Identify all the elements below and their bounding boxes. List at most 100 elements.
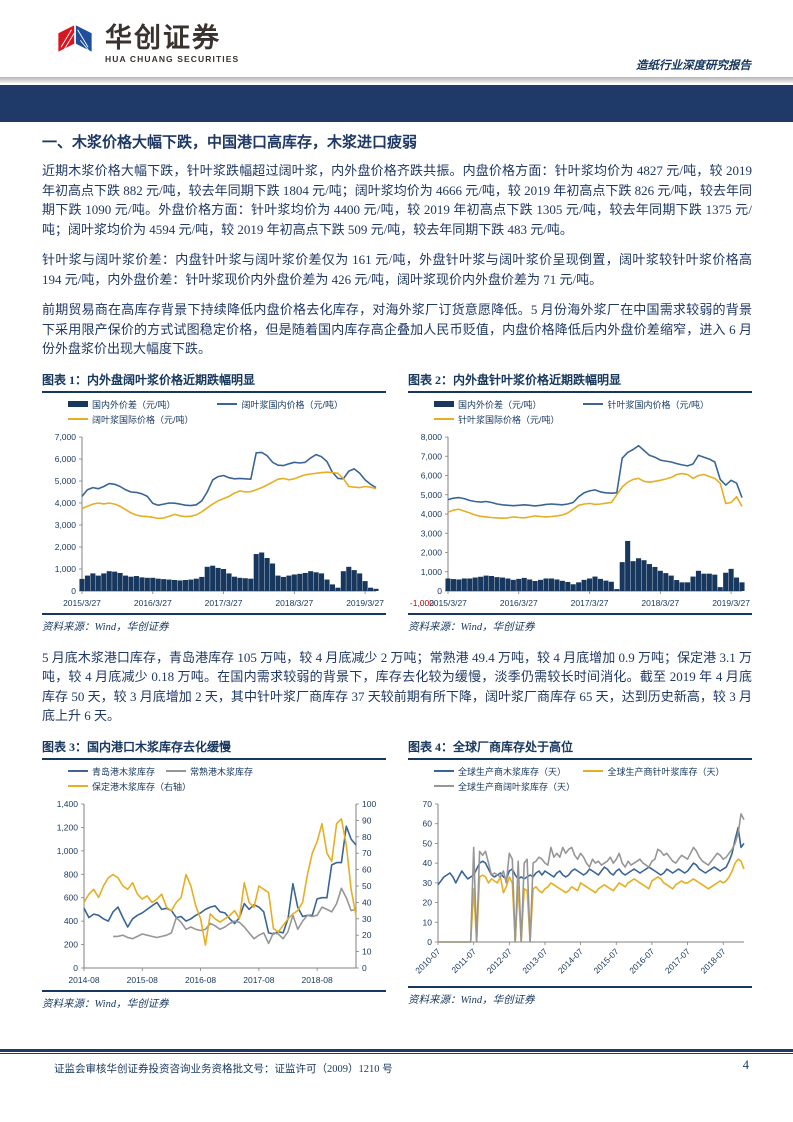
legend-label: 阔叶浆国内价格（元/吨） [241, 399, 343, 410]
svg-text:2016-07: 2016-07 [627, 946, 656, 975]
header-divider [0, 77, 793, 83]
svg-text:5,000: 5,000 [55, 476, 77, 486]
svg-text:50: 50 [362, 881, 372, 891]
report-body: 一、木浆价格大幅下跌，中国港口高库存，木浆进口疲弱 近期木浆价格大幅下跌，针叶浆… [42, 131, 752, 1017]
figure-2-legend: 国内外价差（元/吨） 针叶浆国内价格（元/吨） 针叶浆国际价格（元/吨） [408, 393, 752, 429]
footer-filing-number: 证监会审核华创证券投资咨询业务资格批文号：证监许可（2009）1210 号 [54, 1064, 393, 1075]
legend-item: 全球生产商阔叶浆库存（天） [434, 780, 583, 793]
svg-text:2012-07: 2012-07 [485, 946, 514, 975]
svg-text:2017/3/27: 2017/3/27 [571, 598, 609, 608]
svg-text:3,000: 3,000 [421, 528, 443, 538]
figure-3-source: 资料来源：Wind，华创证券 [42, 989, 386, 1011]
figure-3-chart: 0 200 400 600 800 1,000 1,200 1,400 0 10 20 30 40 50 6… [57, 799, 377, 985]
svg-text:7,000: 7,000 [55, 432, 77, 442]
legend-item: 国内外价差（元/吨） [68, 398, 217, 411]
svg-text:2018/3/27: 2018/3/27 [275, 598, 313, 608]
legend-label: 全球生产商木浆库存（天） [458, 766, 567, 777]
svg-text:2011-07: 2011-07 [449, 946, 478, 975]
svg-text:4,000: 4,000 [55, 498, 77, 508]
legend-item: 阔叶浆国内价格（元/吨） [217, 398, 366, 411]
legend-item: 阔叶浆国际价格（元/吨） [68, 413, 217, 426]
paragraph-price-drop: 近期木浆价格大幅下跌，针叶浆跌幅超过阔叶浆，内外盘价格齐跌共振。内盘价格方面：针… [42, 163, 752, 237]
svg-text:80: 80 [362, 831, 372, 841]
svg-text:1,000: 1,000 [57, 845, 79, 855]
figure-row-1: 图表 1：内外盘阔叶浆价格近期跌幅明显 国内外价差（元/吨） 阔叶浆国内价格（元/… [42, 371, 752, 634]
figure-3-legend: 青岛港木浆库存 常熟港木浆库存 保定港木浆库存（右轴） [42, 760, 386, 796]
svg-text:2015/3/27: 2015/3/27 [429, 598, 467, 608]
svg-text:3,000: 3,000 [55, 520, 77, 530]
navy-banner [0, 85, 793, 122]
svg-text:2010-07: 2010-07 [413, 946, 442, 975]
svg-text:2018-08: 2018-08 [302, 975, 333, 985]
svg-text:60: 60 [423, 818, 433, 828]
legend-label: 全球生产商阔叶浆库存（天） [458, 781, 576, 792]
legend-label: 针叶浆国内价格（元/吨） [607, 399, 709, 410]
svg-text:0: 0 [73, 963, 78, 973]
svg-text:1,200: 1,200 [57, 822, 79, 832]
figure-4-title: 图表 4：全球厂商库存处于高位 [408, 738, 752, 760]
figure-3-title: 图表 3：国内港口木浆库存去化缓慢 [42, 738, 386, 760]
legend-label: 阔叶浆国际价格（元/吨） [92, 414, 194, 425]
legend-swatch [434, 785, 454, 787]
legend-swatch [434, 770, 454, 772]
svg-text:0: 0 [437, 586, 442, 596]
legend-label: 国内外价差（元/吨） [458, 399, 542, 410]
logo-cube-icon [54, 20, 96, 69]
legend-swatch [166, 770, 187, 772]
legend-item: 针叶浆国内价格（元/吨） [583, 398, 732, 411]
svg-text:5,000: 5,000 [421, 489, 443, 499]
figure-row-2: 图表 3：国内港口木浆库存去化缓慢 青岛港木浆库存 常熟港木浆库存 保定港木浆库存（… [42, 738, 752, 1011]
svg-text:70: 70 [362, 848, 372, 858]
legend-swatch [583, 770, 604, 772]
legend-label: 全球生产商针叶浆库存（天） [607, 766, 725, 777]
svg-text:100: 100 [362, 799, 376, 809]
svg-text:30: 30 [423, 877, 433, 887]
legend-swatch [68, 401, 88, 407]
figure-1-title: 图表 1：内外盘阔叶浆价格近期跌幅明显 [42, 371, 386, 393]
figure-4: 图表 4：全球厂商库存处于高位 全球生产商木浆库存（天） 全球生产商针叶浆库存（天… [408, 738, 752, 1011]
brand-name-en: HUA CHUANG SECURITIES [105, 54, 240, 65]
figure-1-legend: 国内外价差（元/吨） 阔叶浆国内价格（元/吨） 阔叶浆国际价格（元/吨） [42, 393, 386, 429]
svg-text:2017-07: 2017-07 [663, 946, 692, 975]
svg-text:2018-07: 2018-07 [698, 946, 727, 975]
svg-text:40: 40 [362, 897, 372, 907]
svg-text:40: 40 [423, 858, 433, 868]
legend-item: 针叶浆国际价格（元/吨） [434, 413, 583, 426]
figure-3: 图表 3：国内港口木浆库存去化缓慢 青岛港木浆库存 常熟港木浆库存 保定港木浆库存（… [42, 738, 386, 1011]
svg-text:90: 90 [362, 815, 372, 825]
svg-text:2015-08: 2015-08 [127, 975, 158, 985]
svg-text:8,000: 8,000 [421, 432, 443, 442]
svg-text:2016/3/27: 2016/3/27 [500, 598, 538, 608]
legend-item: 全球生产商针叶浆库存（天） [583, 765, 732, 778]
svg-text:0: 0 [427, 937, 432, 947]
svg-text:2014-07: 2014-07 [556, 946, 585, 975]
legend-swatch [68, 770, 88, 772]
figure-2-source: 资料来源：Wind，华创证券 [408, 612, 752, 634]
figure-1-chart: 0 1,000 2,000 3,000 4,000 5,000 6,000 7,000 2015… [55, 432, 385, 608]
svg-text:400: 400 [64, 916, 78, 926]
svg-text:4,000: 4,000 [421, 509, 443, 519]
svg-text:6,000: 6,000 [421, 470, 443, 480]
svg-text:2017/3/27: 2017/3/27 [205, 598, 243, 608]
svg-text:2,000: 2,000 [421, 547, 443, 557]
svg-text:2015/3/27: 2015/3/27 [63, 598, 101, 608]
figure-4-source: 资料来源：Wind，华创证券 [408, 985, 752, 1007]
svg-text:1,400: 1,400 [57, 799, 79, 809]
svg-text:2019/3/27: 2019/3/27 [346, 598, 384, 608]
svg-text:2017-08: 2017-08 [243, 975, 274, 985]
svg-text:0: 0 [71, 586, 76, 596]
paragraph-price-spread: 针叶浆与阔叶浆价差：内盘针叶浆与阔叶浆价差仅为 161 元/吨，外盘针叶浆与阔叶… [42, 252, 752, 287]
figure-1-source: 资料来源：Wind，华创证券 [42, 612, 386, 634]
svg-text:2019/3/27: 2019/3/27 [712, 598, 750, 608]
svg-text:-1,000: -1,000 [410, 598, 434, 608]
svg-text:20: 20 [423, 897, 433, 907]
svg-text:0: 0 [362, 963, 367, 973]
svg-text:1,000: 1,000 [55, 564, 77, 574]
svg-text:10: 10 [362, 946, 372, 956]
legend-swatch [68, 785, 88, 787]
svg-text:2013-07: 2013-07 [520, 946, 549, 975]
page-number: 4 [742, 1058, 749, 1072]
legend-item: 保定港木浆库存（右轴） [68, 780, 191, 793]
legend-swatch [434, 401, 454, 407]
